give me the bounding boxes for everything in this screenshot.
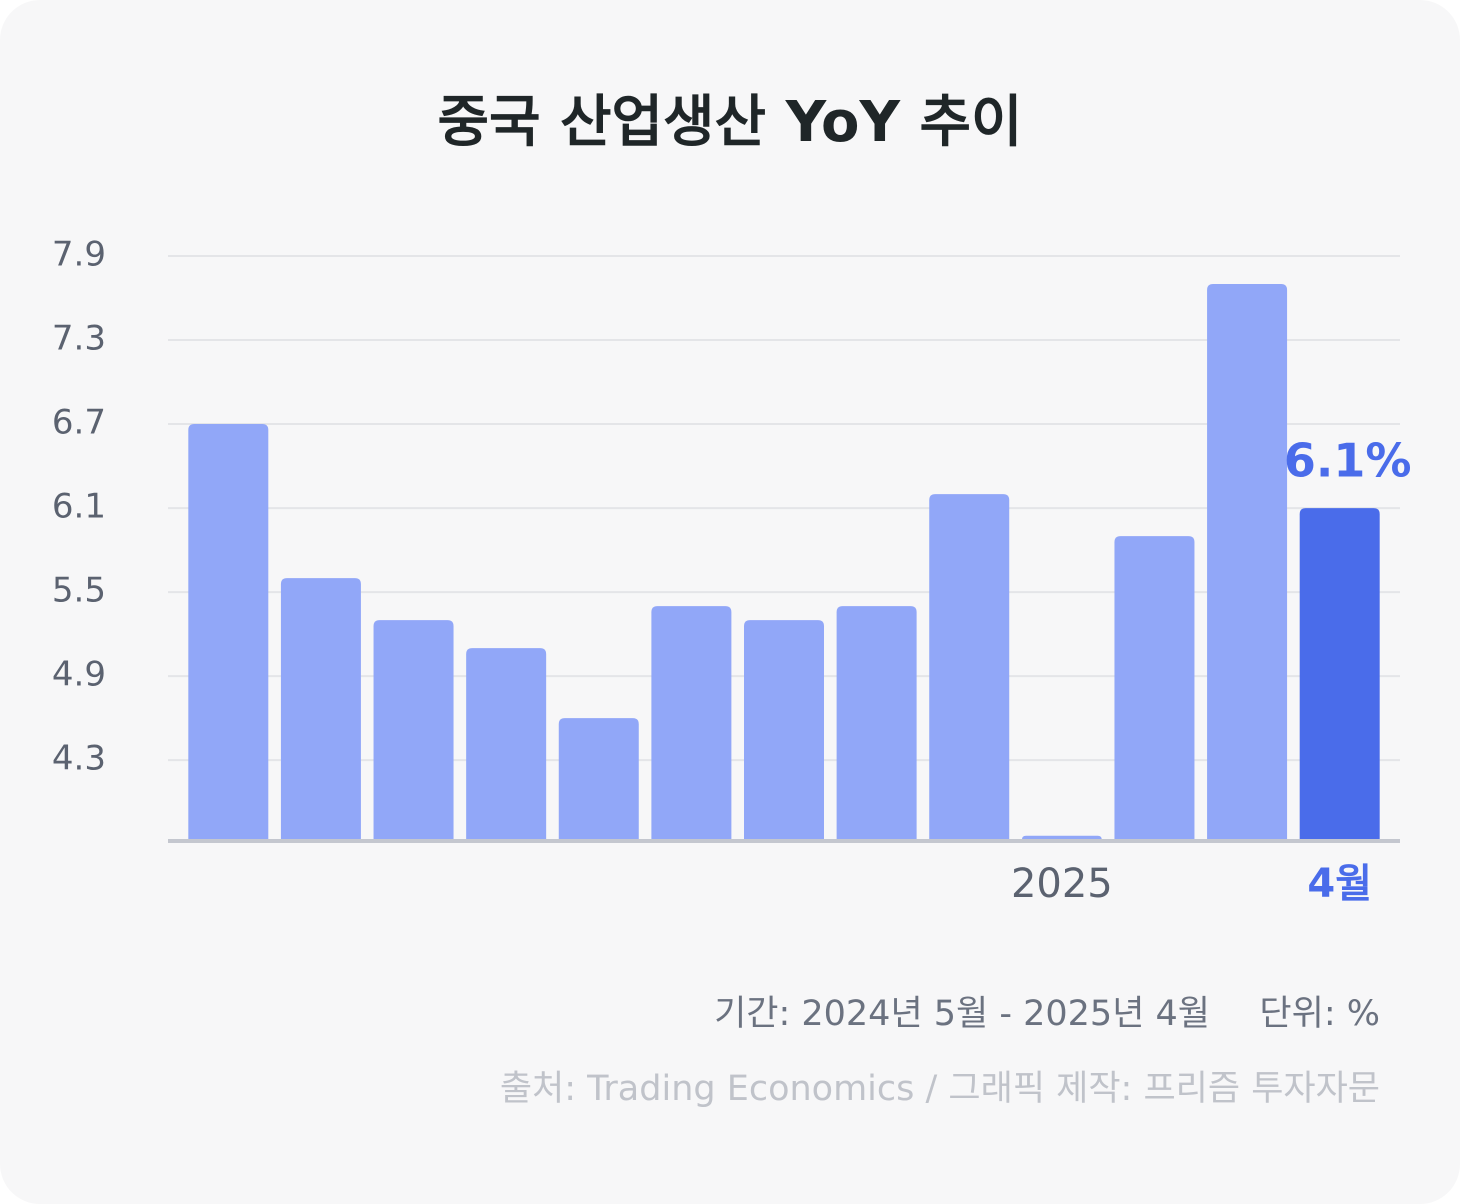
bar <box>929 494 1010 840</box>
y-tick-label: 7.3 <box>52 319 106 359</box>
bar <box>280 578 361 840</box>
bar <box>651 606 732 840</box>
bar <box>188 424 269 840</box>
source-note: 출처: Trading Economics / 그래픽 제작: 프리즘 투자자문 <box>500 1069 1380 1109</box>
bar <box>1021 835 1102 840</box>
y-tick-label: 6.1 <box>52 487 106 527</box>
bar <box>466 648 547 840</box>
y-tick-label: 4.9 <box>52 655 106 695</box>
chart-title: 중국 산업생산 YoY 추이 <box>437 90 1022 155</box>
y-tick-label: 7.9 <box>52 235 106 275</box>
period-note: 기간: 2024년 5월 - 2025년 4월 <box>714 994 1210 1034</box>
bar <box>836 606 917 840</box>
bar <box>373 620 454 840</box>
x-tick-label: 4월 <box>1307 861 1372 907</box>
bar <box>1207 284 1288 840</box>
unit-note: 단위: % <box>1259 994 1380 1034</box>
y-tick-label: 6.7 <box>52 403 106 443</box>
bar <box>1114 536 1195 840</box>
x-tick-label: 2025 <box>1011 861 1113 907</box>
y-tick-label: 4.3 <box>52 739 106 779</box>
bar <box>1299 508 1380 840</box>
bar <box>558 718 639 840</box>
value-label: 6.1% <box>1284 434 1412 488</box>
y-tick-label: 5.5 <box>52 571 106 611</box>
bar <box>744 620 824 840</box>
